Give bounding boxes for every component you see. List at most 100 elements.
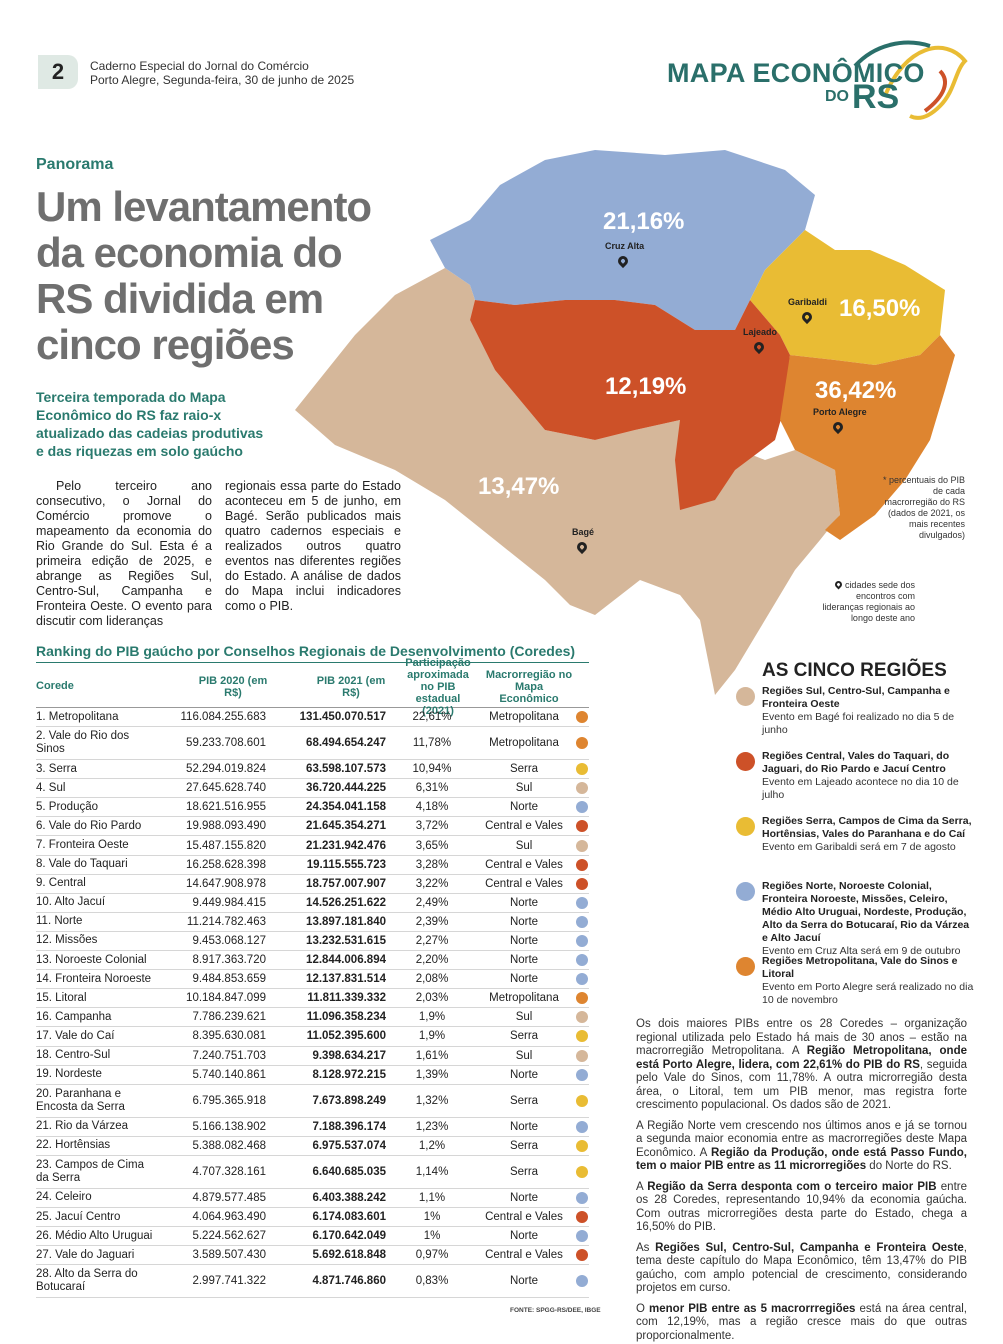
cell-participacao: 1,61% [415, 1049, 449, 1062]
region-color-dot [575, 973, 588, 986]
region-color-dot [575, 711, 588, 724]
region-color-dot [736, 687, 755, 706]
cell-macrorregiao: Serra [509, 763, 539, 776]
cell-corede: 11. Norte [36, 915, 83, 928]
cell-macrorregiao: Norte [509, 1120, 539, 1133]
cell-pib-2021: 12.137.831.514 [306, 973, 386, 986]
cell-corede: 17. Vale do Caí [36, 1029, 115, 1042]
rs-outline-icon [853, 40, 968, 120]
cell-corede: 8. Vale do Taquari [36, 858, 128, 871]
legend-item: Regiões Metropolitana, Vale do Sinos e L… [736, 955, 976, 1007]
region-color-dot [575, 1249, 588, 1262]
cell-macrorregiao: Norte [509, 801, 539, 814]
cell-pib-2021: 63.598.107.573 [306, 763, 386, 776]
analysis-text: Os dois maiores PIBs entre os 28 Coredes… [636, 1018, 967, 1344]
header-macrorregiao: Macrorregião no Mapa Econômico [485, 668, 573, 705]
cell-corede: 12. Missões [36, 934, 98, 947]
cell-macrorregiao: Norte [509, 1191, 539, 1204]
region-color-dot [575, 877, 588, 890]
legend-item-title: Regiões Norte, Noroeste Colonial, Fronte… [762, 880, 970, 944]
cell-macrorregiao: Central e Vales [485, 858, 563, 871]
table-row: 22. Hortênsias 5.388.082.468 6.975.537.074… [36, 1137, 589, 1156]
cell-participacao: 10,94% [412, 763, 452, 776]
cell-corede: 23. Campos de Cima da Serra [36, 1158, 145, 1184]
cell-pib-2021: 13.897.181.840 [306, 915, 386, 928]
cell-macrorregiao: Serra [509, 1139, 539, 1152]
cell-pib-2021: 11.096.358.234 [306, 1011, 386, 1024]
cell-macrorregiao: Central e Vales [485, 877, 563, 890]
header-pib-2020: PIB 2020 (em R$) [198, 674, 268, 699]
cell-pib-2021: 8.128.972.215 [312, 1068, 386, 1081]
page-number: 2 [38, 55, 78, 89]
cell-pib-2020: 5.740.140.861 [192, 1068, 266, 1081]
cell-pib-2020: 16.258.628.398 [186, 858, 266, 871]
cell-pib-2020: 9.484.853.659 [192, 973, 266, 986]
map-note-pins: cidades sede dos encontros com liderança… [822, 579, 915, 623]
cell-participacao: 1,39% [415, 1068, 449, 1081]
legend-item-title: Regiões Central, Vales do Taquari, do Ja… [762, 750, 950, 775]
region-color-dot [575, 1094, 588, 1107]
cell-pib-2020: 4.064.963.490 [192, 1211, 266, 1224]
cell-participacao: 2,20% [415, 954, 449, 967]
publication-name: Caderno Especial do Jornal do Comércio [90, 59, 309, 73]
table-title-rule [36, 662, 589, 663]
legend-item-description: Evento em Porto Alegre será realizado no… [762, 981, 974, 1006]
cell-macrorregiao: Sul [515, 1049, 533, 1062]
cell-macrorregiao: Metropolitana [489, 711, 559, 724]
cell-pib-2020: 5.166.138.902 [192, 1120, 266, 1133]
cell-pib-2021: 5.692.618.848 [312, 1249, 386, 1262]
cell-participacao: 2,08% [415, 973, 449, 986]
cell-pib-2021: 12.844.006.894 [306, 954, 386, 967]
cell-participacao: 11,78% [412, 737, 452, 750]
cell-pib-2020: 4.879.577.485 [192, 1191, 266, 1204]
table-row: 26. Médio Alto Uruguai 5.224.562.627 6.170… [36, 1227, 589, 1247]
cell-pib-2021: 4.871.746.860 [312, 1275, 386, 1288]
cell-corede: 1. Metropolitana [36, 710, 119, 723]
cell-participacao: 0,83% [415, 1275, 449, 1288]
cell-participacao: 0,97% [415, 1249, 449, 1262]
table-row: 14. Fronteira Noroeste 9.484.853.659 12.13… [36, 970, 589, 990]
masthead-do: DO [825, 88, 849, 105]
cell-macrorregiao: Central e Vales [485, 1249, 563, 1262]
legend-item-title: Regiões Sul, Centro-Sul, Campanha e Fron… [762, 685, 950, 710]
table-header: Corede PIB 2020 (em R$) PIB 2021 (em R$)… [36, 657, 589, 717]
region-color-dot [736, 752, 755, 771]
cell-participacao: 2,39% [415, 915, 449, 928]
city-label-lajeado: Lajeado [743, 327, 778, 337]
cell-pib-2021: 14.526.251.622 [306, 896, 386, 909]
cell-corede: 2. Vale do Rio dos Sinos [36, 730, 130, 756]
rs-regions-map: 21,16% 16,50% 12,19% 36,42% 13,47% Cruz … [295, 140, 985, 700]
table-row: 3. Serra 52.294.019.824 63.598.107.573 10,9… [36, 760, 589, 780]
region-serra [750, 230, 945, 365]
region-sul [295, 268, 840, 695]
cell-participacao: 1% [423, 1211, 441, 1224]
cell-corede: 28. Alto da Serra do Botucaraí [36, 1268, 138, 1294]
cell-pib-2020: 2.997.741.322 [192, 1275, 266, 1288]
header-pib-2021: PIB 2021 (em R$) [316, 674, 386, 699]
cell-pib-2021: 19.115.555.723 [306, 858, 386, 871]
map-note-percentages: * percentuais do PIB de cada macrorregiã… [882, 475, 965, 540]
cell-participacao: 1,9% [418, 1011, 446, 1024]
city-label-bage: Bagé [572, 527, 595, 537]
legend-item: Regiões Central, Vales do Taquari, do Ja… [736, 750, 976, 802]
cell-pib-2020: 9.449.984.415 [192, 896, 266, 909]
region-color-dot [575, 1049, 588, 1062]
cell-corede: 24. Celeiro [36, 1191, 92, 1204]
cell-macrorregiao: Sul [515, 839, 533, 852]
region-color-dot [575, 1191, 588, 1204]
cell-pib-2021: 7.188.396.174 [312, 1120, 386, 1133]
cell-pib-2020: 116.084.255.683 [180, 711, 266, 724]
table-row: 27. Vale do Jaguari 3.589.507.430 5.692.61… [36, 1246, 589, 1266]
cell-macrorregiao: Norte [509, 896, 539, 909]
cell-corede: 10. Alto Jacuí [36, 896, 106, 909]
cell-pib-2020: 4.707.328.161 [192, 1165, 266, 1178]
map-graphic [295, 150, 955, 695]
region-color-dot [575, 1165, 588, 1178]
cell-pib-2021: 6.174.083.601 [312, 1211, 386, 1224]
legend-item: Regiões Serra, Campos de Cima da Serra, … [736, 815, 976, 854]
cell-participacao: 1,9% [418, 1030, 446, 1043]
cell-participacao: 1,32% [415, 1094, 449, 1107]
cell-pib-2020: 7.786.239.621 [192, 1011, 266, 1024]
cell-pib-2021: 7.673.898.249 [312, 1094, 386, 1107]
region-color-dot [575, 1011, 588, 1024]
